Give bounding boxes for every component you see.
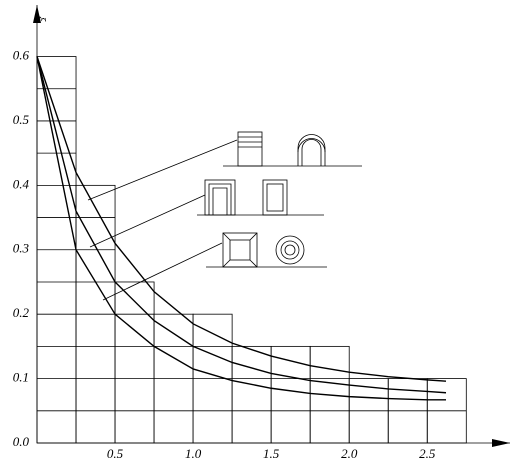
- y-tick-label: 0.6: [13, 48, 30, 63]
- x-tick-label: 1.0: [185, 446, 202, 461]
- curve: [36, 56, 447, 394]
- curve: [36, 56, 447, 382]
- x-tick-label: 0.5: [107, 446, 124, 461]
- grid-cell: [114, 281, 155, 444]
- y-tick-label: 0.0: [13, 434, 30, 449]
- section-icons: [87, 131, 362, 301]
- x-tick-label: 1.5: [263, 446, 280, 461]
- y-tick-label: 0.3: [13, 241, 30, 256]
- x-tick-label: 2.0: [341, 446, 358, 461]
- y-tick-label: 0.4: [13, 176, 30, 191]
- y-tick-label: 0.5: [13, 112, 30, 127]
- curve: [36, 56, 446, 401]
- y-arrow: [33, 5, 41, 23]
- x-tick-label: 2.5: [419, 446, 436, 461]
- x-arrow: [492, 439, 510, 447]
- grid-cell: [231, 345, 272, 444]
- y-tick-label: 0.1: [13, 370, 29, 385]
- y-tick-label: 0.2: [13, 305, 30, 320]
- y-axis-label: ξ: [34, 16, 49, 22]
